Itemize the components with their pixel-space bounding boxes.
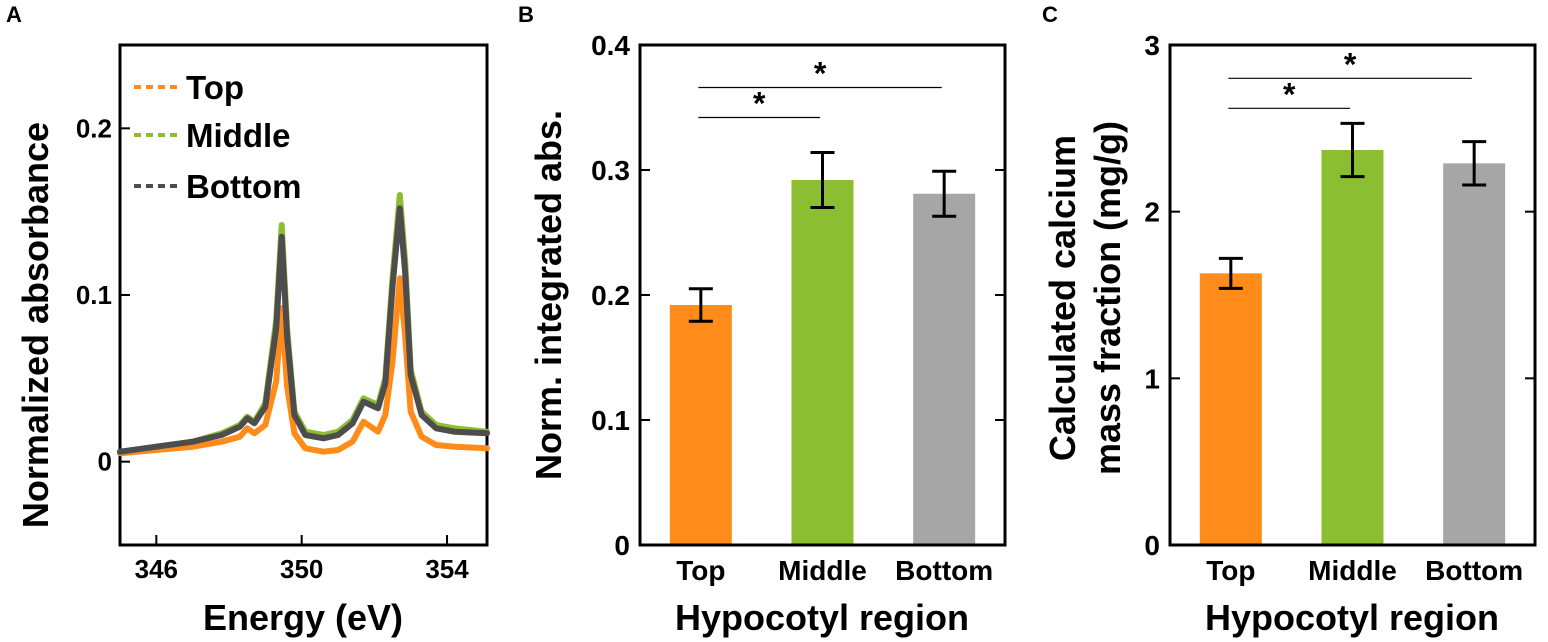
x-tick-label-bottom: Bottom [895, 555, 993, 586]
panel-label-a: A [6, 2, 22, 27]
x-tick-label-bottom: Bottom [1425, 555, 1523, 586]
bar-middle [791, 180, 854, 545]
y-tick-label: 2 [1144, 197, 1160, 228]
panel-b-ticks: Top Middle Bottom 0 0.1 0.2 0.3 0.4 [591, 30, 1005, 586]
panel-label-b: B [518, 2, 534, 27]
x-tick-label-middle: Middle [778, 555, 867, 586]
y-tick-label: 0 [98, 447, 112, 477]
significance-star-1: * [753, 86, 766, 122]
panel-c-frame [1168, 43, 1537, 547]
y-tick-label: 0.1 [591, 405, 630, 436]
y-tick-label: 1 [1144, 363, 1160, 394]
panel-b-significance: ** [698, 56, 942, 122]
panel-b-bars [669, 151, 976, 545]
x-tick-label: 354 [425, 554, 469, 584]
panel-a-series [117, 192, 490, 457]
y-tick-label: 0.2 [76, 113, 112, 143]
significance-star-2: * [1344, 46, 1357, 82]
y-tick-label: 0.2 [591, 280, 630, 311]
bar-middle [1321, 150, 1384, 545]
panel-a-x-axis-title: Energy (eV) [203, 597, 403, 638]
legend-label-top: Top [186, 69, 244, 106]
legend-label-bottom: Bottom [186, 168, 301, 205]
panel-a-y-axis-title: Normalized absorbance [15, 122, 56, 528]
series-line-middle [117, 192, 490, 455]
panel-c-x-axis-title: Hypocotyl region [1205, 597, 1499, 638]
bar-top [1199, 273, 1262, 545]
panel-b-x-axis-title: Hypocotyl region [675, 597, 969, 638]
panel-a-line-chart: 346 350 354 0 0.1 0.2 Top Middle Bottom Energ… [15, 43, 490, 638]
panel-c-y-axis-title-line2: mass fraction (mg/g) [1087, 121, 1128, 475]
x-tick-label: 346 [135, 554, 178, 584]
panel-a-ticks: 346 350 354 0 0.1 0.2 [76, 113, 469, 584]
panel-a-legend: Top Middle Bottom [134, 69, 301, 205]
y-tick-label: 0 [614, 530, 630, 561]
significance-star-1: * [1283, 76, 1296, 112]
bar-top [669, 305, 732, 545]
panel-c-y-axis-title-line1: Calculated calcium [1042, 135, 1083, 461]
panel-a-frame [118, 43, 489, 547]
panel-c-significance: ** [1228, 46, 1472, 112]
y-tick-label: 0 [1144, 530, 1160, 561]
panel-c-ticks: Top Middle Bottom 0 1 2 3 [1144, 30, 1535, 586]
panel-b-y-axis-title: Norm. integrated abs. [528, 110, 569, 480]
legend-label-middle: Middle [186, 117, 291, 154]
x-tick-label-middle: Middle [1308, 555, 1397, 586]
bar-bottom [1443, 163, 1506, 546]
y-tick-label: 0.4 [591, 30, 630, 61]
panel-label-c: C [1042, 2, 1058, 27]
x-tick-label: 350 [280, 554, 323, 584]
x-tick-label-top: Top [676, 555, 725, 586]
panel-c-bars [1199, 121, 1506, 546]
x-tick-label-top: Top [1206, 555, 1255, 586]
y-tick-label: 0.3 [591, 155, 630, 186]
y-tick-label: 0.1 [76, 280, 112, 310]
bar-bottom [913, 193, 976, 545]
y-tick-label: 3 [1144, 30, 1160, 61]
significance-star-2: * [814, 56, 827, 92]
series-line-bottom [117, 205, 490, 455]
